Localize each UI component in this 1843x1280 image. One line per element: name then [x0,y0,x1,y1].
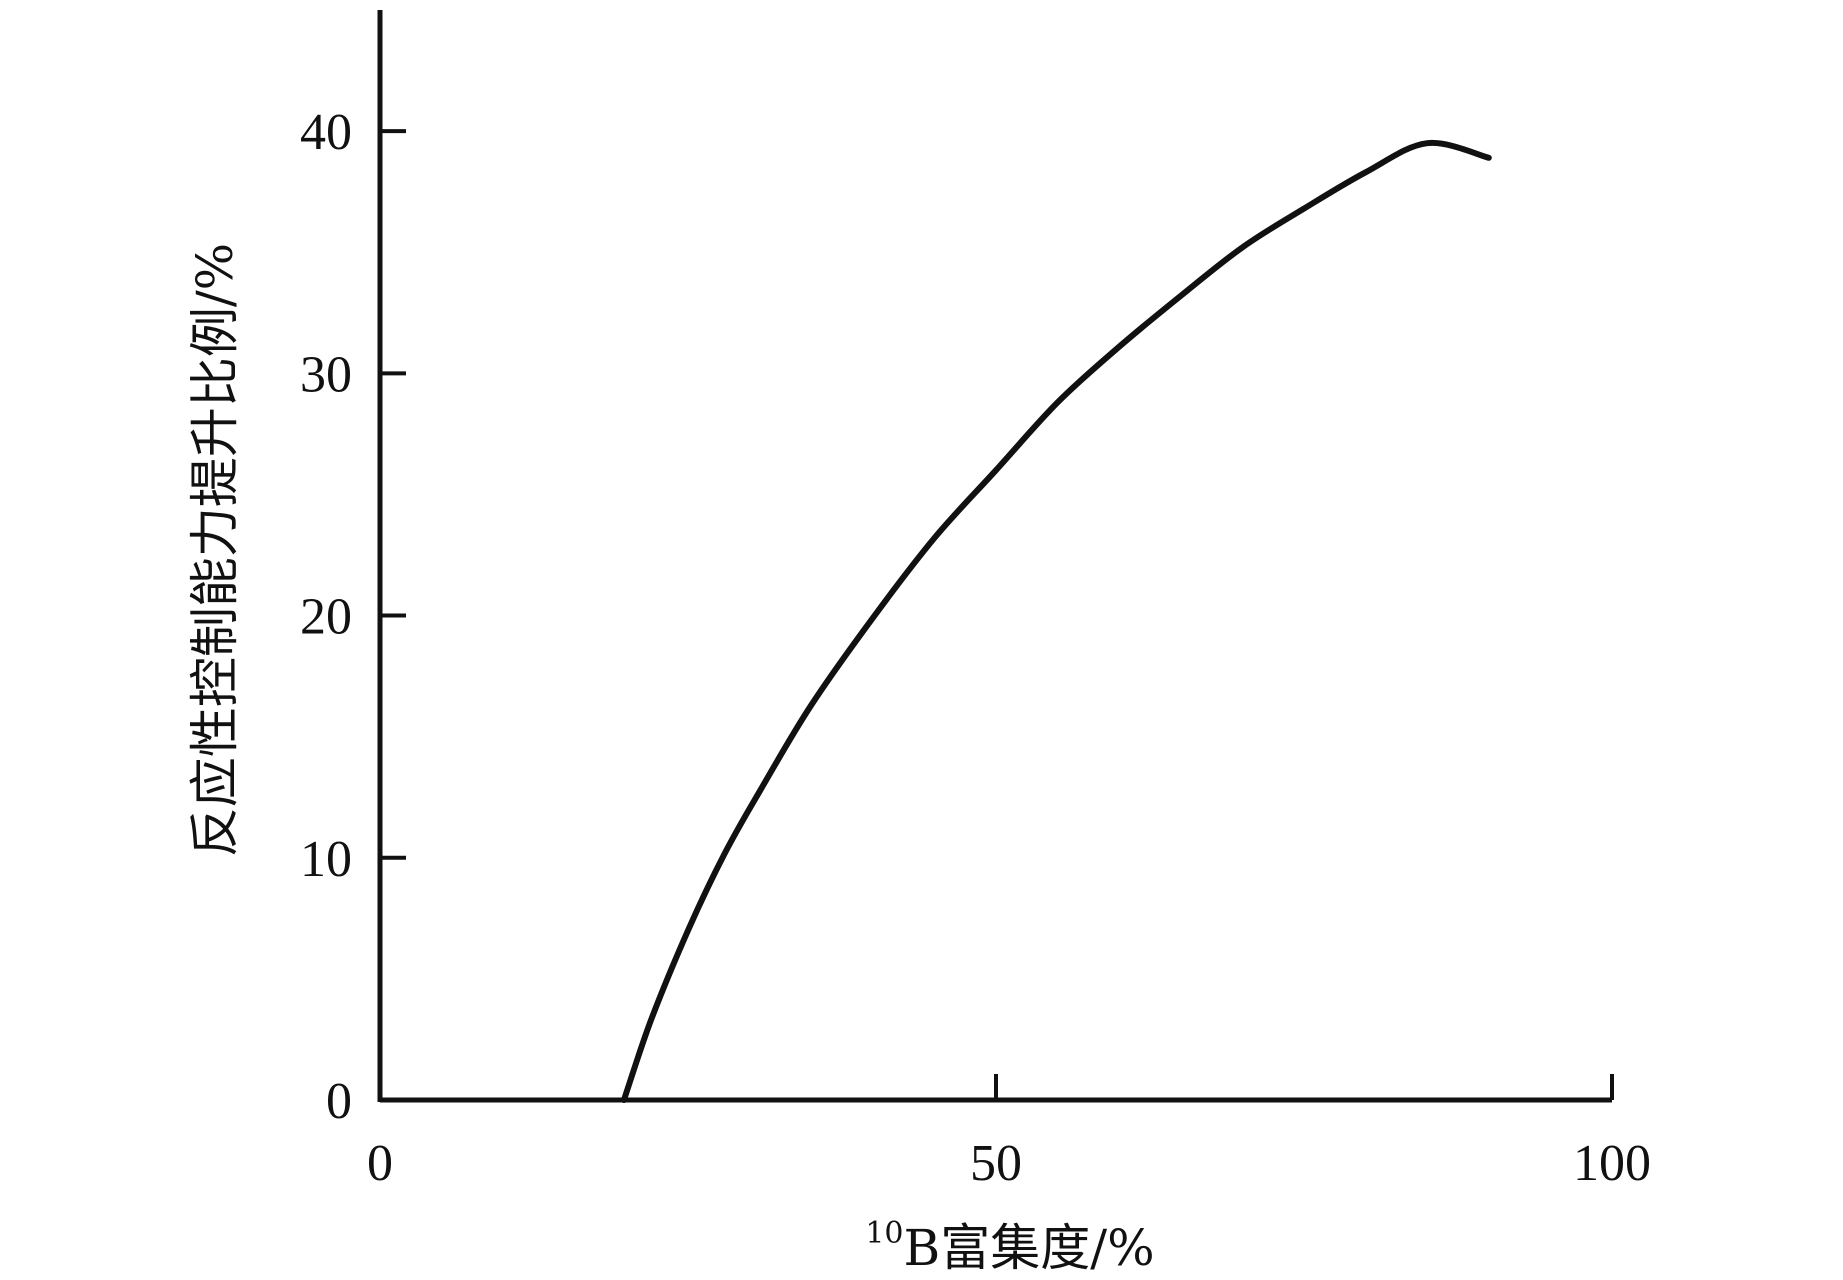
x-axis-title-text: B富集度/% [904,1219,1155,1277]
x-tick-label: 100 [1573,1135,1651,1192]
y-axis-title: 反应性控制能力提升比例/% [186,243,244,857]
y-tick-label: 20 [300,589,352,646]
y-tick-label: 10 [300,831,352,888]
ticks [380,129,1614,1100]
y-tick-label: 40 [300,104,352,161]
tick-labels: 0 50 100 0 10 20 30 40 [300,104,1651,1192]
x-axis-title: 10B富集度/% [865,1216,1154,1277]
x-axis-title-superscript: 10 [865,1216,903,1251]
series-line-0 [620,139,1492,1103]
y-tick-label: 30 [300,346,352,403]
y-tick-label: 0 [326,1073,352,1130]
x-tick-label: 50 [970,1135,1022,1192]
x-tick-label: 0 [367,1135,393,1192]
axes [377,10,1612,1103]
series [620,139,1492,1103]
